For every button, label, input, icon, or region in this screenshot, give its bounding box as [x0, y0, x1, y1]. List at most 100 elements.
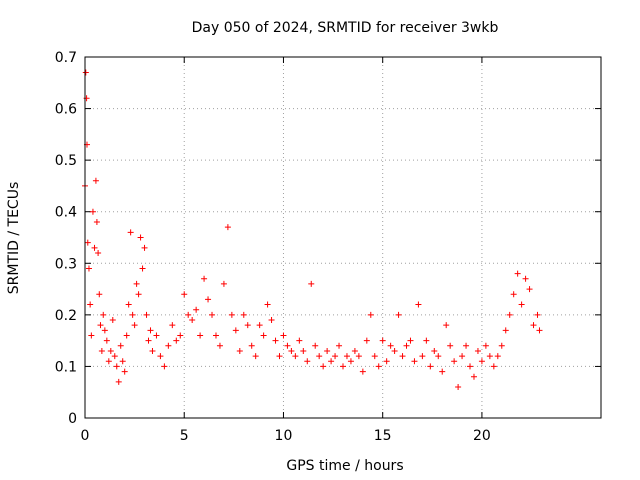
data-point [268, 317, 275, 324]
data-point [131, 322, 138, 329]
data-point [514, 270, 521, 277]
data-point [534, 311, 541, 318]
data-point [324, 347, 331, 354]
data-point [530, 322, 537, 329]
data-point [107, 347, 114, 354]
data-point [123, 332, 130, 339]
data-point [161, 363, 168, 370]
data-point [260, 332, 267, 339]
data-point [212, 332, 219, 339]
data-point [379, 337, 386, 344]
x-axis-label: GPS time / hours [286, 458, 403, 474]
data-point [351, 347, 358, 354]
data-point [451, 358, 458, 365]
data-point [216, 342, 223, 349]
data-point [129, 311, 136, 318]
data-point [82, 69, 89, 76]
data-point [189, 317, 196, 324]
data-point [494, 353, 501, 360]
data-point [141, 244, 148, 251]
x-tick-label: 10 [275, 428, 293, 444]
data-point [143, 311, 150, 318]
data-point [232, 327, 239, 334]
data-point [280, 332, 287, 339]
data-markers [82, 69, 543, 391]
data-point [205, 296, 212, 303]
data-point [125, 301, 132, 308]
x-tick-label: 15 [374, 428, 392, 444]
data-point [296, 337, 303, 344]
data-point [240, 311, 247, 318]
data-point [101, 327, 108, 334]
data-point [98, 347, 105, 354]
data-point [536, 327, 543, 334]
data-point [435, 353, 442, 360]
data-point [415, 301, 422, 308]
chart-title: Day 050 of 2024, SRMTID for receiver 3wk… [192, 20, 499, 36]
data-point [224, 224, 231, 231]
data-point [236, 347, 243, 354]
data-point [177, 332, 184, 339]
x-tick-label: 20 [473, 428, 491, 444]
data-point [109, 317, 116, 324]
data-point [92, 177, 99, 184]
data-point [85, 265, 92, 272]
data-point [304, 358, 311, 365]
data-point [308, 280, 315, 287]
data-point [244, 322, 251, 329]
data-point [443, 322, 450, 329]
data-point [367, 311, 374, 318]
x-tick-label: 5 [180, 428, 189, 444]
y-tick-label: 0.2 [55, 308, 77, 324]
data-point [193, 306, 200, 313]
data-point [228, 311, 235, 318]
data-point [284, 342, 291, 349]
data-point [169, 322, 176, 329]
data-point [478, 358, 485, 365]
data-point [96, 291, 103, 298]
data-point [121, 368, 128, 375]
data-point [89, 208, 96, 215]
y-tick-label: 0.5 [55, 153, 77, 169]
data-point [272, 337, 279, 344]
data-point [111, 353, 118, 360]
data-point [343, 353, 350, 360]
data-point [209, 311, 216, 318]
data-point [359, 368, 366, 375]
data-point [391, 347, 398, 354]
data-point [467, 363, 474, 370]
data-point [139, 265, 146, 272]
data-point [220, 280, 227, 287]
data-point [105, 358, 112, 365]
data-point [395, 311, 402, 318]
data-point [355, 353, 362, 360]
x-tick-label: 0 [81, 428, 90, 444]
data-point [526, 286, 533, 293]
data-point [502, 327, 509, 334]
data-point [363, 337, 370, 344]
data-point [375, 363, 382, 370]
data-point [518, 301, 525, 308]
data-point [95, 249, 102, 256]
data-point [137, 234, 144, 241]
data-point [522, 275, 529, 282]
data-point [383, 358, 390, 365]
data-point [197, 332, 204, 339]
data-point [423, 337, 430, 344]
data-point [173, 337, 180, 344]
data-point [248, 342, 255, 349]
data-point [482, 342, 489, 349]
data-point [399, 353, 406, 360]
data-point [332, 353, 339, 360]
data-point [340, 363, 346, 370]
data-point [510, 291, 517, 298]
data-point [147, 327, 154, 334]
data-point [347, 358, 354, 365]
data-point [419, 353, 426, 360]
data-point [312, 342, 319, 349]
data-point [100, 311, 107, 318]
data-point [328, 358, 335, 365]
data-point [411, 358, 418, 365]
grid [85, 57, 601, 418]
